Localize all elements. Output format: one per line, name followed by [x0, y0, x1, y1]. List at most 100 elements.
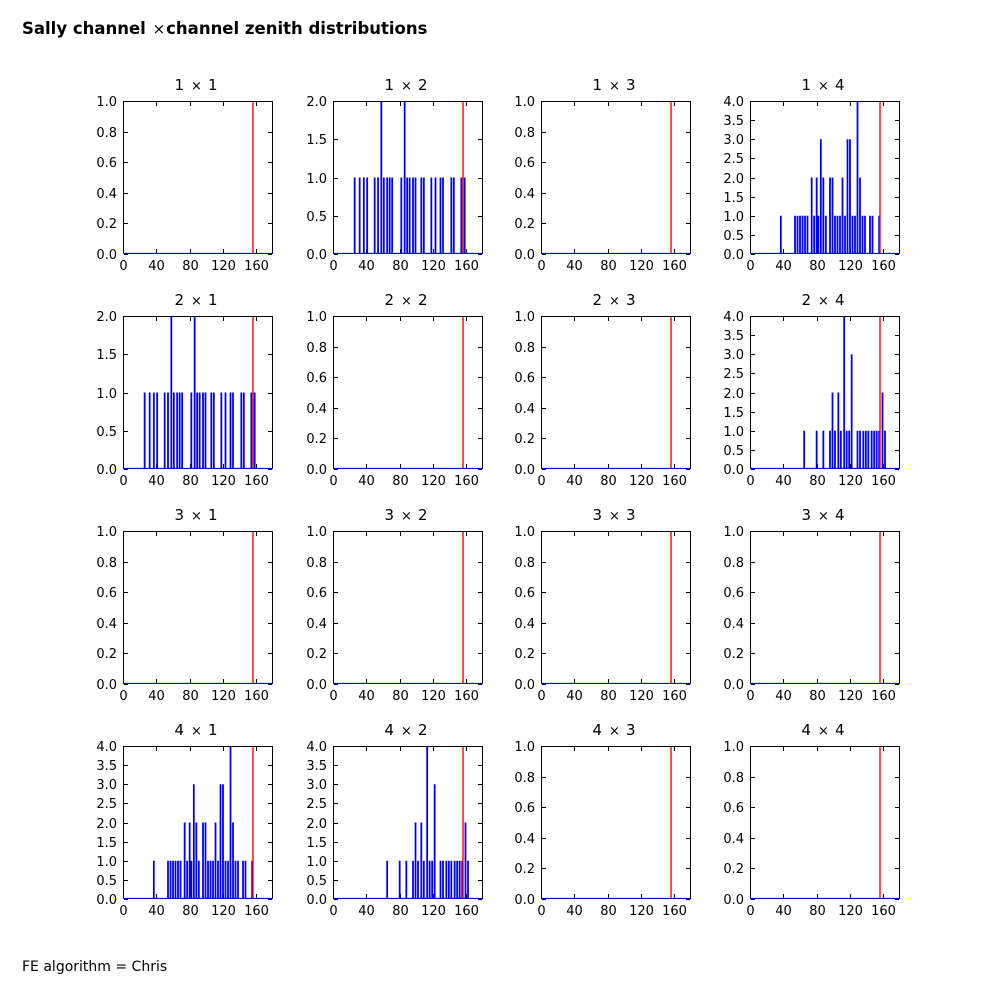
y-tick-label: 0.0 [723, 678, 744, 693]
subplot-title: 1 × 2 [385, 76, 428, 94]
y-tick-label: 0.2 [514, 432, 535, 447]
subplot-3x3: 3 × 3 0 40 80 120 160 0.0 0.2 0.4 0.6 0.8 1.0 [514, 506, 691, 704]
y-tick-label: 0.4 [514, 617, 535, 632]
y-tick-label: 0.8 [514, 771, 535, 786]
x-tick-label: 160 [871, 904, 896, 919]
subplot-title: 3 × 4 [802, 506, 845, 524]
x-tick-label: 0 [746, 259, 754, 274]
figure-title-suffix: channel zenith distributions [166, 19, 428, 38]
y-tick-label: 0.0 [306, 248, 327, 263]
x-tick-label: 160 [244, 474, 269, 489]
x-tick-label: 40 [148, 904, 165, 919]
y-tick-label: 1.0 [723, 210, 744, 225]
y-tick-label: 2.0 [723, 172, 744, 187]
x-tick-label: 160 [871, 259, 896, 274]
y-tick-label: 0.6 [514, 371, 535, 386]
plot-frame [123, 531, 273, 684]
y-tick-label: 0.5 [306, 210, 327, 225]
y-tick-label: 2.0 [96, 310, 117, 325]
histogram-spikes [386, 746, 469, 899]
x-tick-label: 40 [566, 259, 583, 274]
plot-frame [541, 746, 691, 899]
x-tick-label: 0 [119, 689, 127, 704]
x-tick-label: 80 [809, 259, 826, 274]
x-tick-label: 0 [746, 474, 754, 489]
y-tick-label: 0.5 [96, 425, 117, 440]
x-tick-label: 40 [148, 689, 165, 704]
x-tick-label: 40 [358, 259, 375, 274]
subplot-3x1: 3 × 1 0 40 80 120 160 0.0 0.2 0.4 0.6 0.8 1.0 [96, 506, 273, 704]
y-tick-label: 1.0 [96, 855, 117, 870]
x-tick-label: 80 [600, 689, 617, 704]
y-tick-label: 0.6 [306, 371, 327, 386]
x-tick-label: 0 [329, 474, 337, 489]
x-tick-label: 40 [148, 259, 165, 274]
y-tick-label: 1.0 [306, 525, 327, 540]
y-tick-label: 0.2 [514, 862, 535, 877]
x-tick-label: 0 [746, 904, 754, 919]
y-tick-label: 0.0 [306, 463, 327, 478]
x-tick-label: 80 [392, 689, 409, 704]
subplot-4x1: 4 × 1 0 40 80 120 160 0.0 0.5 1.0 1.5 2.0 2.5 3.0 3.5 4.… [96, 721, 273, 919]
y-tick-label: 2.0 [306, 817, 327, 832]
x-tick-label: 120 [838, 259, 863, 274]
x-tick-label: 120 [211, 474, 236, 489]
y-tick-label: 0.8 [514, 126, 535, 141]
subplot-3x4: 3 × 4 0 40 80 120 160 0.0 0.2 0.4 0.6 0.8 1.0 [723, 506, 900, 704]
x-tick-label: 40 [775, 474, 792, 489]
x-tick-label: 0 [119, 474, 127, 489]
subplot-1x2: 1 × 2 0 40 80 120 160 0.0 0.5 1.0 1.5 2.0 [306, 76, 483, 274]
y-tick-label: 0.6 [723, 801, 744, 816]
x-tick-label: 80 [182, 689, 199, 704]
subplot-2x1: 2 × 1 0 40 80 120 160 0.0 0.5 1.0 1.5 2.0 [96, 291, 273, 489]
y-tick-label: 0.2 [514, 647, 535, 662]
y-tick-label: 0.5 [723, 444, 744, 459]
x-tick-label: 40 [566, 904, 583, 919]
x-tick-label: 40 [775, 259, 792, 274]
x-tick-label: 0 [329, 259, 337, 274]
subplot-1x3: 1 × 3 0 40 80 120 160 0.0 0.2 0.4 0.6 0.8 1.0 [514, 76, 691, 274]
y-tick-label: 0.0 [723, 248, 744, 263]
y-tick-label: 0.8 [514, 556, 535, 571]
subplot-4x4: 4 × 4 0 40 80 120 160 0.0 0.2 0.4 0.6 0.8 1.0 [723, 721, 900, 919]
subplot-title: 3 × 2 [385, 506, 428, 524]
x-tick-label: 40 [358, 689, 375, 704]
x-tick-label: 120 [838, 689, 863, 704]
y-tick-label: 0.8 [514, 341, 535, 356]
x-tick-label: 120 [211, 689, 236, 704]
x-tick-label: 120 [421, 259, 446, 274]
subplot-title: 2 × 1 [175, 291, 218, 309]
x-tick-label: 0 [537, 689, 545, 704]
x-tick-label: 80 [809, 904, 826, 919]
x-tick-label: 80 [182, 259, 199, 274]
y-tick-label: 1.0 [96, 525, 117, 540]
y-tick-label: 0.5 [96, 874, 117, 889]
y-tick-label: 0.2 [723, 862, 744, 877]
y-tick-label: 0.2 [306, 647, 327, 662]
x-tick-label: 120 [629, 689, 654, 704]
y-tick-label: 1.5 [306, 836, 327, 851]
y-tick-label: 0.2 [306, 432, 327, 447]
x-tick-label: 80 [809, 689, 826, 704]
y-tick-label: 1.5 [723, 406, 744, 421]
plot-frame [123, 101, 273, 254]
x-tick-label: 120 [421, 689, 446, 704]
y-tick-label: 0.0 [514, 463, 535, 478]
subplot-1x1: 1 × 1 0 40 80 120 160 0.0 0.2 0.4 0.6 0.8 1.0 [96, 76, 273, 274]
x-tick-label: 120 [421, 474, 446, 489]
y-tick-label: 1.0 [514, 95, 535, 110]
x-tick-label: 40 [775, 904, 792, 919]
x-tick-label: 40 [775, 689, 792, 704]
y-tick-label: 0.2 [723, 647, 744, 662]
subplot-title: 1 × 3 [593, 76, 636, 94]
x-tick-label: 160 [662, 259, 687, 274]
y-tick-label: 0.8 [96, 556, 117, 571]
plot-frame [333, 316, 483, 469]
y-tick-label: 4.0 [723, 95, 744, 110]
y-tick-label: 0.2 [96, 647, 117, 662]
x-tick-label: 0 [119, 259, 127, 274]
y-tick-label: 0.4 [96, 617, 117, 632]
histogram-spikes [353, 101, 466, 254]
y-tick-label: 3.5 [306, 759, 327, 774]
histogram-spikes [143, 316, 256, 469]
